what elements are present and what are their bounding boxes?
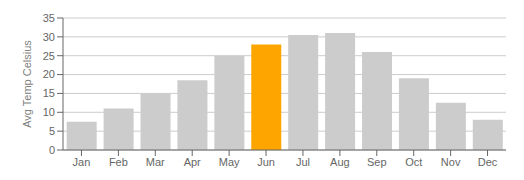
svg-text:Sep: Sep [367,156,387,168]
svg-text:35: 35 [43,12,55,24]
svg-text:15: 15 [43,87,55,99]
svg-text:30: 30 [43,31,55,43]
svg-text:Apr: Apr [184,156,201,168]
svg-text:Jun: Jun [257,156,275,168]
svg-text:Jul: Jul [296,156,310,168]
svg-text:10: 10 [43,106,55,118]
svg-text:May: May [219,156,240,168]
svg-text:Nov: Nov [441,156,461,168]
svg-text:Aug: Aug [330,156,350,168]
svg-text:5: 5 [49,125,55,137]
svg-text:Mar: Mar [146,156,165,168]
svg-text:Feb: Feb [109,156,128,168]
svg-text:25: 25 [43,50,55,62]
svg-text:0: 0 [49,144,55,156]
svg-text:Dec: Dec [478,156,498,168]
svg-text:20: 20 [43,68,55,80]
svg-text:Oct: Oct [405,156,422,168]
svg-text:Jan: Jan [73,156,91,168]
svg-text:Avg Temp Celsius: Avg Temp Celsius [21,40,33,128]
